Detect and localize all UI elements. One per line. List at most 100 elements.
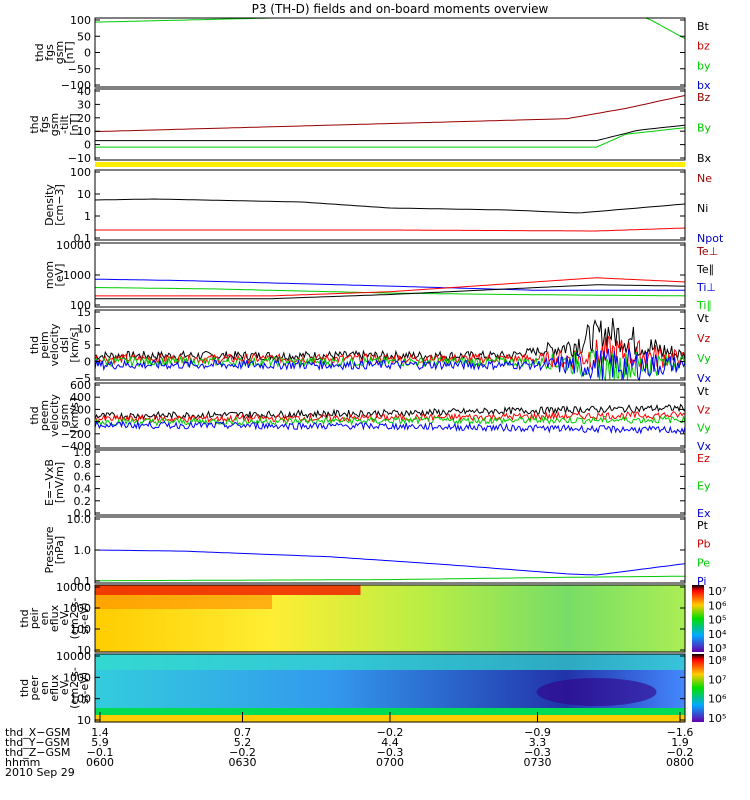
y-tick-label: 1000 [63, 269, 91, 282]
panel-ylabel: [cm−3] [53, 184, 66, 226]
panel-ylabel: thd [28, 115, 41, 133]
legend-entry: by [697, 59, 711, 72]
series-line-by [95, 127, 686, 148]
panel-legend: Bt bz by bx [697, 20, 711, 92]
legend-entry: Ti∥ [696, 299, 712, 312]
y-tick-label: −50 [68, 63, 91, 76]
panel-legend: Vt Vz Vy Vx [697, 312, 712, 385]
panel-frame [94, 382, 686, 449]
xaxis-value: 0600 [86, 756, 114, 769]
series-line-ti⊥ [94, 278, 685, 291]
xaxis-value: 5.9 [91, 736, 109, 749]
panel-ylabel: eV [58, 611, 71, 626]
y-tick-label: 0 [84, 47, 91, 60]
y-tick-label: 0 [84, 356, 91, 369]
panel-ylabel: dsl [58, 337, 71, 353]
chart-title: P3 (TH-D) fields and on-board moments ov… [252, 2, 549, 16]
xaxis-value: −0.1 [87, 746, 114, 759]
panel-ylabel: fgs [38, 116, 51, 133]
y-tick-label: 10 [77, 188, 91, 201]
panel-ylabel: -tilt [58, 114, 71, 133]
y-tick-label: 10.0 [67, 513, 92, 526]
panel-frame [94, 169, 686, 241]
legend-entry: Vt [697, 312, 710, 325]
y-tick-label: −5 [75, 372, 91, 385]
colorbar-tick: 10⁸ [708, 654, 727, 667]
xaxis-row-label: thd_Y−GSM [5, 736, 70, 749]
panel-legend: Ez Ey Ex [697, 452, 711, 520]
panel-ylabel: [km/s] [68, 327, 81, 362]
panel-8: Pressure[nPa] Pt Pb Pe Pi 10.0 1.0 0.1 [43, 513, 711, 588]
xaxis-value: −0.2 [667, 746, 694, 759]
panel-frame [94, 17, 686, 88]
colorbar-tick: 10⁵ [708, 712, 726, 725]
spectrogram-band [95, 585, 361, 595]
panel-ylabel: [nT] [68, 113, 81, 135]
legend-entry: Pe [697, 556, 710, 569]
y-tick-label: 0.2 [74, 495, 92, 508]
series-line-vz [94, 410, 686, 424]
y-tick-label: 600 [70, 379, 91, 392]
spectrogram-band [536, 678, 657, 706]
legend-entry: Pi [697, 575, 706, 588]
spectrogram-band [95, 654, 685, 670]
y-tick-label: 50 [77, 30, 91, 43]
colorbar-tick: 10⁴ [708, 628, 727, 641]
panel-4: mom[eV] Te⊥ Te∥ Ti⊥ Ti∥ 10000 1000 100 [43, 239, 718, 312]
panel-frame [94, 309, 686, 381]
panel-ylabel: thd [28, 336, 41, 354]
panel-ylabel: eV [58, 680, 71, 695]
xaxis-value: 1.4 [91, 726, 109, 739]
y-tick-label: 0.1 [74, 575, 92, 588]
series-line-ni [94, 198, 686, 214]
legend-entry: Bx [697, 152, 712, 165]
y-tick-label: 0.6 [74, 470, 92, 483]
panel-ylabel: Pressure [43, 526, 56, 573]
panel-ylabel: (cm2-s- [68, 667, 81, 709]
panel-legend: Bz By Bx [697, 91, 712, 165]
xaxis-value: 0630 [229, 756, 257, 769]
series-line-vt [94, 403, 686, 421]
legend-entry: Te∥ [696, 263, 714, 276]
y-tick-label: 10000 [56, 581, 91, 594]
legend-entry: Bz [697, 91, 711, 104]
xaxis-value: 0.7 [234, 726, 252, 739]
y-tick-label: 10 [77, 125, 91, 138]
panel-ylabel: thd [33, 43, 46, 61]
panel-frame [94, 88, 686, 161]
panel-ylabel: [nT] [63, 41, 76, 63]
legend-entry: By [697, 122, 712, 135]
panel-legend: Vt Vz Vy Vx [697, 385, 712, 453]
y-tick-label: 200 [70, 403, 91, 416]
y-tick-label: 10 [77, 323, 91, 336]
yellow-strip [95, 162, 685, 167]
panel-10: thdpeerenefluxeV(cm2-s-sr-eV)10⁸10⁷10⁶10… [18, 650, 727, 727]
panel-ylabel: sr-eV) [78, 602, 91, 634]
panel-ylabel: [eV] [53, 264, 66, 287]
xaxis-value: 0730 [524, 756, 552, 769]
spectrogram-band [95, 595, 272, 609]
series-line-bz [94, 95, 686, 133]
panel-ylabel: gsm [58, 404, 71, 427]
panel-7: E=−VxB[mV/m] Ez Ey Ex 1.00.80.60.40.20.0 [43, 446, 711, 520]
series-line-te⊥ [95, 277, 686, 297]
legend-entry: Bt [697, 20, 710, 33]
legend-entry: Ez [697, 452, 710, 465]
series-line-bx [95, 124, 686, 142]
xaxis-value: 5.2 [234, 736, 252, 749]
panel-ylabel: velocity [48, 323, 61, 366]
xaxis-row-label: hhmm [5, 756, 40, 769]
panel-ylabel: velocity [48, 394, 61, 437]
legend-entry: Pb [697, 538, 711, 551]
xaxis-value: −0.2 [229, 746, 256, 759]
xaxis-value: 4.4 [381, 736, 399, 749]
y-tick-label: 1.0 [74, 446, 92, 459]
panel-frame [94, 516, 686, 584]
panel-frame [94, 449, 686, 516]
colorbar: 10⁸ 10⁷ 10⁶ 10⁵ [692, 654, 727, 725]
